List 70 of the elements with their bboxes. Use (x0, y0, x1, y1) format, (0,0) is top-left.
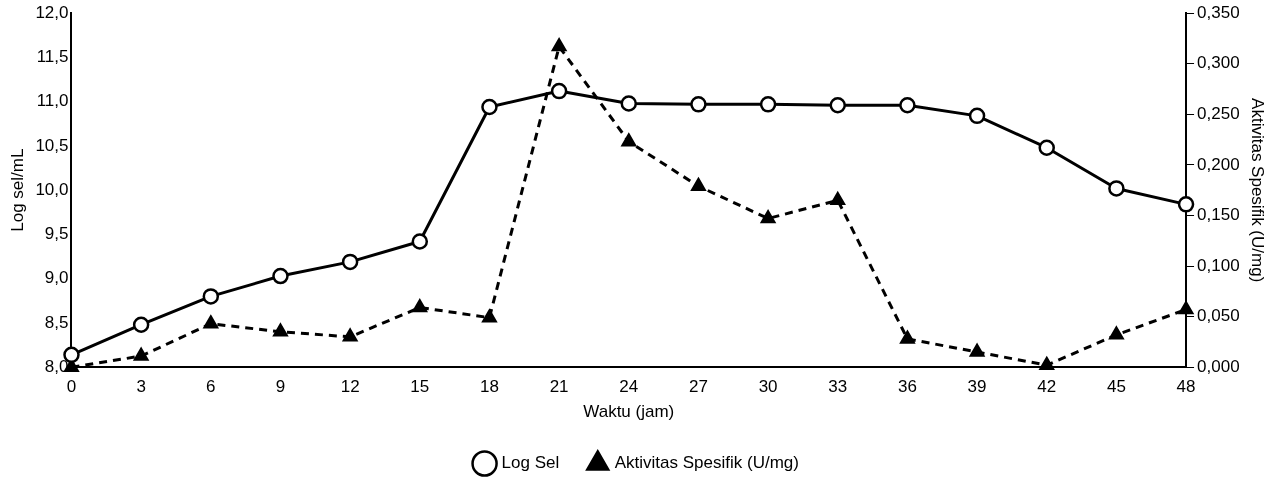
y-tick-label: 12,0 (35, 2, 69, 22)
x-tick-label: 6 (206, 377, 216, 397)
x-tick-label: 39 (967, 377, 987, 397)
point (691, 177, 706, 191)
legend-label: Aktivitas Spesifik (U/mg) (614, 453, 799, 473)
y2-tick-label: 0,350 (1197, 2, 1240, 22)
point (1177, 196, 1195, 213)
y-tick-label: 11,5 (36, 47, 69, 67)
point (620, 95, 638, 112)
x-tick-label: 9 (275, 377, 286, 397)
y-tick-label: 9,0 (44, 268, 69, 288)
point (968, 107, 986, 125)
point (341, 253, 359, 271)
point (273, 323, 288, 337)
x-tick-label: 36 (897, 377, 917, 397)
y-axis-title: Log sel/mL (7, 148, 27, 232)
x-tick-label: 33 (828, 377, 848, 397)
x-tick-label: 24 (619, 377, 639, 397)
point (1109, 326, 1124, 340)
point (412, 299, 428, 313)
point (1039, 356, 1055, 370)
x-tick-label: 18 (479, 377, 499, 397)
x-tick-label: 12 (340, 377, 360, 397)
point (272, 267, 289, 285)
y-tick-label: 8,5 (44, 312, 69, 332)
x-tick-label: 27 (688, 377, 708, 397)
point (899, 96, 916, 114)
x-tick-label: 30 (758, 377, 778, 397)
point (621, 133, 637, 147)
y-tick-label: 10,5 (35, 135, 69, 155)
y2-tick-label: 0,300 (1197, 53, 1240, 73)
point (342, 328, 358, 342)
x-tick-label: 42 (1037, 377, 1057, 397)
x-axis-title: Waktu (jam) (583, 402, 675, 422)
y-tick-label: 11,0 (36, 91, 69, 111)
point (203, 315, 219, 329)
point (690, 96, 707, 113)
y2-tick-label: 0,050 (1197, 306, 1240, 326)
point (482, 309, 497, 323)
point (551, 38, 567, 52)
point (1108, 180, 1125, 197)
point (1038, 139, 1055, 156)
point (759, 96, 777, 113)
y2-tick-label: 0,250 (1197, 104, 1240, 124)
point (830, 192, 846, 206)
x-tick-label: 21 (549, 377, 569, 397)
point (900, 330, 915, 344)
y2-tick-label: 0,150 (1197, 205, 1240, 225)
point (1178, 301, 1194, 315)
point (550, 82, 568, 100)
point (760, 210, 776, 224)
y2-tick-label: 0,000 (1197, 356, 1240, 376)
point (481, 98, 498, 116)
y-tick-label: 9,5 (44, 224, 69, 244)
x-tick-label: 48 (1176, 377, 1196, 397)
point (411, 233, 429, 250)
y2-axis-title: Aktivitas Spesifik (U/mg) (1248, 98, 1268, 283)
point (133, 347, 149, 361)
point (132, 316, 150, 333)
y2-tick-label: 0,100 (1197, 255, 1240, 275)
x-tick-label: 0 (66, 377, 77, 397)
y-tick-label: 10,0 (35, 179, 69, 199)
point (969, 343, 985, 357)
point (202, 288, 220, 305)
x-tick-label: 15 (410, 377, 430, 397)
y2-tick-label: 0,200 (1197, 154, 1240, 174)
point (829, 96, 847, 114)
x-tick-label: 45 (1106, 377, 1126, 397)
x-tick-label: 3 (136, 377, 146, 397)
legend-label: Log Sel (501, 453, 560, 473)
